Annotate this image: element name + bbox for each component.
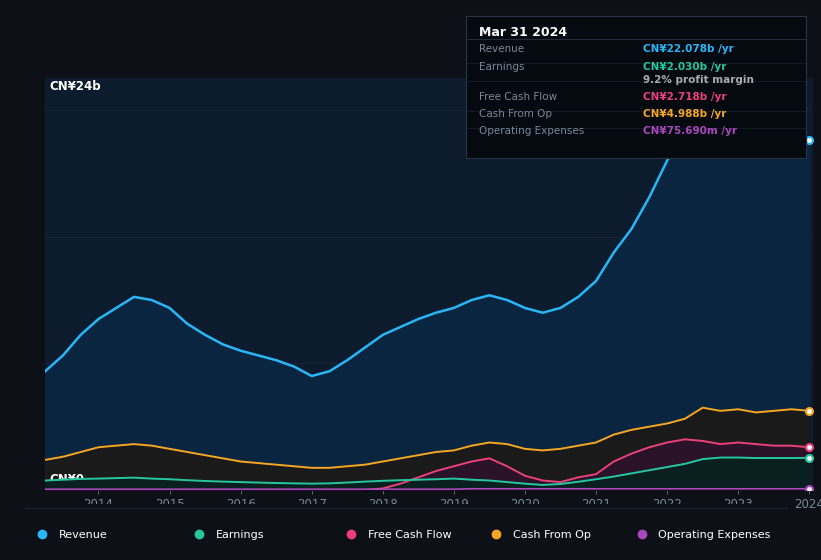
Text: Cash From Op: Cash From Op	[479, 109, 553, 119]
Text: Operating Expenses: Operating Expenses	[658, 530, 771, 540]
Text: CN¥2.030b /yr: CN¥2.030b /yr	[643, 62, 726, 72]
Text: Revenue: Revenue	[59, 530, 108, 540]
Text: CN¥22.078b /yr: CN¥22.078b /yr	[643, 44, 733, 54]
Text: Earnings: Earnings	[479, 62, 525, 72]
Text: Cash From Op: Cash From Op	[513, 530, 591, 540]
Text: CN¥2.718b /yr: CN¥2.718b /yr	[643, 92, 727, 102]
Text: Free Cash Flow: Free Cash Flow	[479, 92, 557, 102]
Text: Free Cash Flow: Free Cash Flow	[369, 530, 452, 540]
Text: CN¥4.988b /yr: CN¥4.988b /yr	[643, 109, 726, 119]
Text: Earnings: Earnings	[216, 530, 264, 540]
Text: Revenue: Revenue	[479, 44, 525, 54]
Text: CN¥75.690m /yr: CN¥75.690m /yr	[643, 127, 736, 136]
Text: CN¥0: CN¥0	[49, 473, 84, 486]
Text: 9.2% profit margin: 9.2% profit margin	[643, 75, 754, 85]
Text: Operating Expenses: Operating Expenses	[479, 127, 585, 136]
Text: CN¥24b: CN¥24b	[49, 81, 101, 94]
Text: Mar 31 2024: Mar 31 2024	[479, 26, 567, 39]
